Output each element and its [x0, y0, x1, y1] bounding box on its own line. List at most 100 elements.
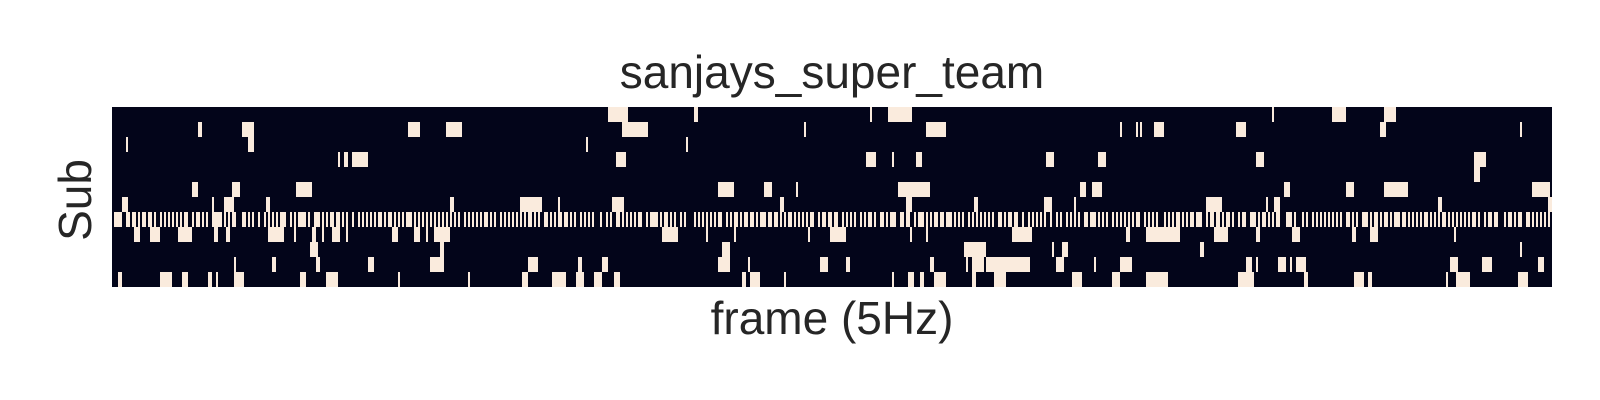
- heatmap-cell: [1194, 167, 1197, 183]
- heatmap-cell: [564, 182, 567, 198]
- heatmap-cell: [810, 137, 813, 153]
- heatmap-cell: [860, 197, 863, 213]
- heatmap-cell: [194, 197, 197, 213]
- heatmap-cell: [160, 137, 163, 153]
- heatmap-cell: [950, 122, 953, 138]
- heatmap-cell: [1040, 152, 1043, 168]
- heatmap-cell: [226, 197, 229, 213]
- heatmap-cell: [172, 182, 175, 198]
- heatmap-cell: [1486, 137, 1489, 153]
- heatmap-cell: [920, 137, 923, 153]
- heatmap-cell: [448, 182, 451, 198]
- heatmap-cell: [1244, 167, 1247, 183]
- heatmap-cell: [1498, 167, 1501, 183]
- heatmap-cell: [244, 152, 247, 168]
- heatmap-cell: [1330, 137, 1333, 153]
- heatmap-cell: [330, 182, 333, 198]
- heatmap-cell: [216, 167, 219, 183]
- heatmap-cell: [1454, 107, 1457, 123]
- heatmap-cell: [1206, 107, 1209, 123]
- heatmap-cell: [1036, 122, 1039, 138]
- heatmap-cell: [748, 197, 751, 213]
- heatmap-cell: [414, 122, 417, 138]
- heatmap-cell: [1090, 182, 1093, 198]
- heatmap-cell: [716, 107, 719, 123]
- heatmap-cell: [1344, 197, 1347, 213]
- heatmap-cell: [152, 137, 155, 153]
- heatmap-cell: [1368, 152, 1371, 168]
- heatmap-cell: [598, 182, 601, 198]
- heatmap-cell: [1374, 137, 1377, 153]
- heatmap-cell: [1364, 197, 1367, 213]
- heatmap-cell: [1350, 167, 1353, 183]
- heatmap-cell: [1262, 182, 1265, 198]
- heatmap-cell: [808, 197, 811, 213]
- heatmap-cell: [446, 122, 449, 138]
- heatmap-cell: [924, 152, 927, 168]
- heatmap-cell: [1096, 137, 1099, 153]
- heatmap-cell: [564, 107, 567, 123]
- heatmap-cell: [1034, 197, 1037, 213]
- heatmap-cell: [890, 182, 893, 198]
- heatmap-cell: [1202, 107, 1205, 123]
- heatmap-cell: [1028, 152, 1031, 168]
- heatmap-cell: [486, 197, 489, 213]
- heatmap-cell: [804, 137, 807, 153]
- heatmap-cell: [880, 197, 883, 213]
- heatmap-cell: [1474, 122, 1477, 138]
- heatmap-cell: [918, 122, 921, 138]
- heatmap-cell: [1192, 122, 1195, 138]
- heatmap-cell: [1042, 152, 1045, 168]
- heatmap-cell: [956, 122, 959, 138]
- heatmap-cell: [1550, 122, 1552, 138]
- heatmap-cell: [352, 152, 355, 168]
- heatmap-cell: [798, 122, 801, 138]
- heatmap-cell: [200, 122, 203, 138]
- heatmap-cell: [1512, 137, 1515, 153]
- heatmap-cell: [720, 167, 723, 183]
- heatmap-cell: [1032, 182, 1035, 198]
- heatmap-cell: [388, 122, 391, 138]
- heatmap-cell: [882, 122, 885, 138]
- heatmap-cell: [996, 122, 999, 138]
- heatmap-cell: [1288, 137, 1291, 153]
- heatmap-cell: [1544, 107, 1547, 123]
- heatmap-cell: [1350, 197, 1353, 213]
- heatmap-cell: [1482, 137, 1485, 153]
- heatmap-cell: [490, 182, 493, 198]
- heatmap-cell: [1256, 137, 1259, 153]
- heatmap-cell: [170, 167, 173, 183]
- heatmap-cell: [652, 137, 655, 153]
- heatmap-cell: [538, 137, 541, 153]
- heatmap-cell: [782, 137, 785, 153]
- heatmap-cell: [932, 152, 935, 168]
- heatmap-cell: [1074, 152, 1077, 168]
- heatmap-cell: [1116, 137, 1119, 153]
- heatmap-cell: [326, 107, 329, 123]
- heatmap-cell: [668, 137, 671, 153]
- heatmap-cell: [254, 167, 257, 183]
- heatmap-cell: [238, 107, 241, 123]
- heatmap-cell: [1426, 152, 1429, 168]
- heatmap-cell: [898, 182, 901, 198]
- heatmap-cell: [1500, 122, 1503, 138]
- heatmap-cell: [196, 167, 199, 183]
- heatmap-cell: [834, 107, 837, 123]
- heatmap-cell: [1366, 197, 1369, 213]
- heatmap-cell: [270, 137, 273, 153]
- heatmap-cell: [322, 137, 325, 153]
- heatmap-cell: [1460, 167, 1463, 183]
- heatmap-cell: [902, 197, 905, 213]
- heatmap-cell: [486, 107, 489, 123]
- heatmap-cell: [828, 107, 831, 123]
- heatmap-cell: [758, 137, 761, 153]
- heatmap-cell: [492, 197, 495, 213]
- heatmap-cell: [1422, 167, 1425, 183]
- heatmap-cell: [642, 182, 645, 198]
- heatmap-cell: [928, 137, 931, 153]
- heatmap-cell: [926, 152, 929, 168]
- heatmap-cell: [524, 122, 527, 138]
- heatmap-cell: [952, 152, 955, 168]
- heatmap-cell: [1272, 137, 1275, 153]
